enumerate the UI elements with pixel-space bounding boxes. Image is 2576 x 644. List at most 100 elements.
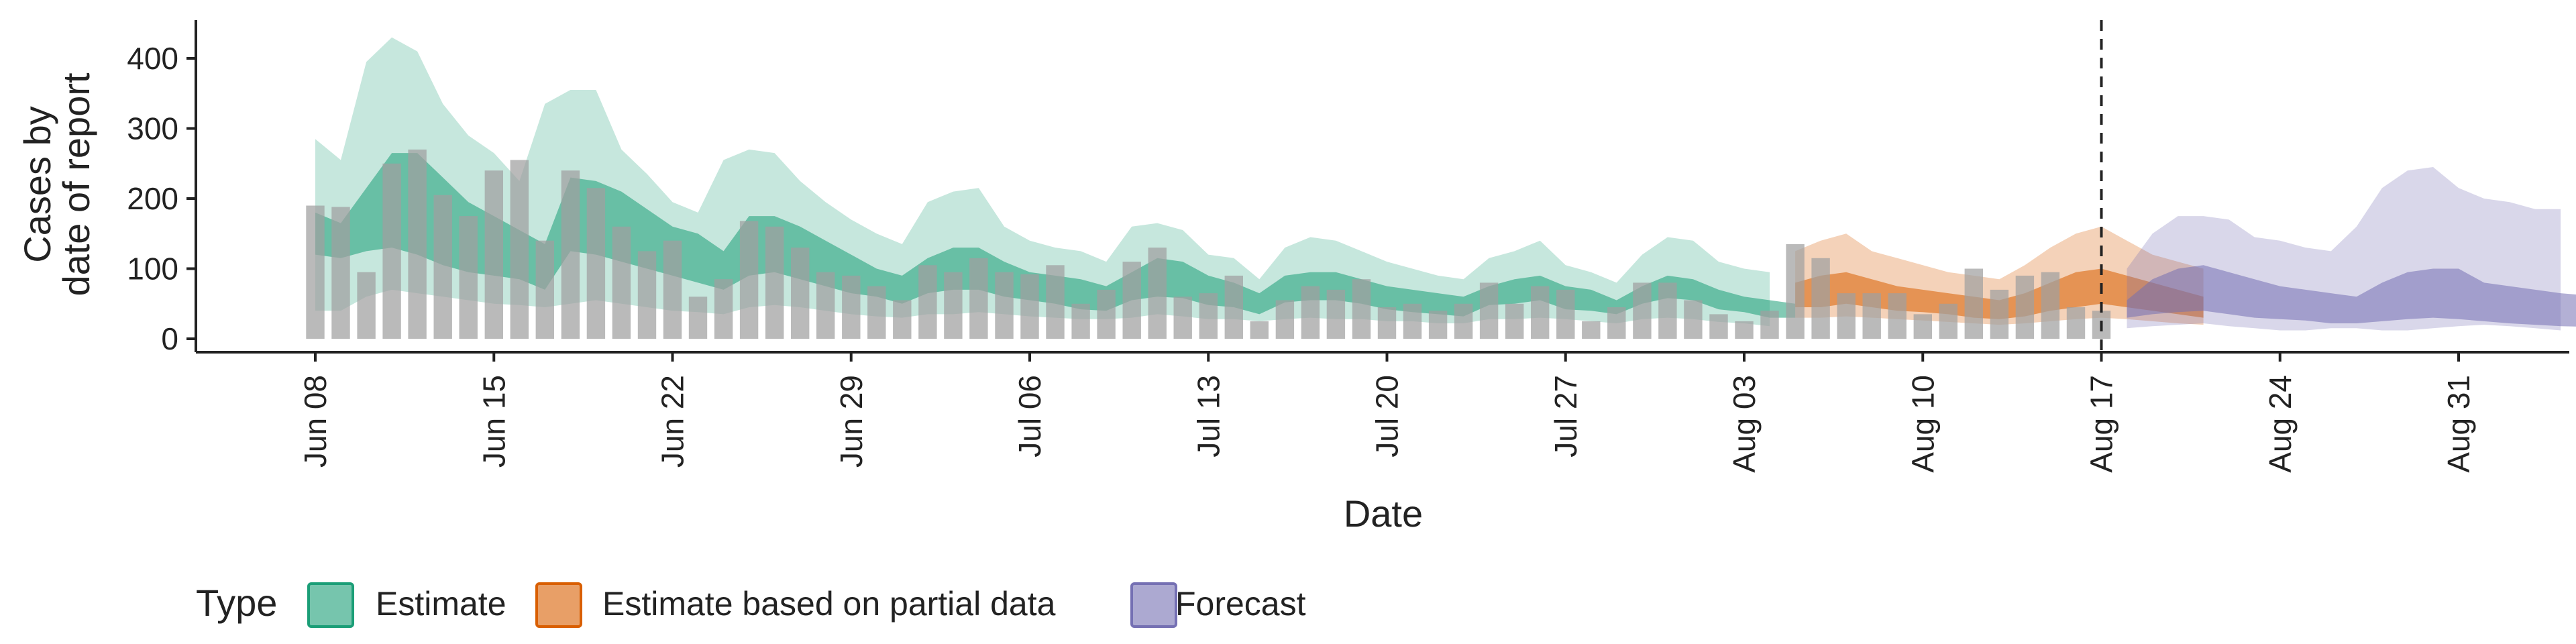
y-axis-title: Cases by date of report bbox=[16, 72, 97, 297]
observed-bar bbox=[1862, 293, 1881, 339]
observed-bar bbox=[408, 149, 427, 339]
x-tick-label: Aug 03 bbox=[1727, 375, 1762, 473]
observed-bar bbox=[1990, 289, 2009, 339]
observed-bar bbox=[1377, 307, 1397, 339]
observed-bar bbox=[433, 195, 452, 339]
observed-bar bbox=[2015, 275, 2035, 339]
x-tick-label: Jul 20 bbox=[1370, 375, 1405, 458]
legend: Type Estimate Estimate based on partial … bbox=[196, 582, 1306, 628]
observed-bar bbox=[1505, 303, 1524, 339]
observed-bar bbox=[1837, 293, 1856, 339]
observed-bar bbox=[1020, 274, 1039, 339]
observed-bar bbox=[1479, 282, 1499, 339]
observed-bar bbox=[867, 286, 886, 339]
y-tick-label: 300 bbox=[127, 111, 178, 146]
observed-bar bbox=[1684, 300, 1703, 339]
legend-label-partial: Estimate based on partial data bbox=[602, 585, 1056, 623]
observed-bar bbox=[2066, 307, 2086, 339]
x-tick-label: Jun 22 bbox=[655, 375, 690, 468]
y-axis-title-line-2: date of report bbox=[55, 72, 97, 297]
x-tick-label: Aug 17 bbox=[2084, 375, 2119, 473]
observed-bar bbox=[842, 275, 861, 339]
legend-key-forecast bbox=[1130, 582, 1177, 628]
x-tick-label: Aug 10 bbox=[1905, 375, 1940, 473]
observed-bar bbox=[586, 188, 606, 339]
y-tick-label: 400 bbox=[127, 41, 178, 76]
observed-bar bbox=[357, 272, 376, 339]
observed-bar bbox=[816, 272, 835, 339]
observed-bar bbox=[1811, 258, 1830, 339]
observed-bar bbox=[1428, 311, 1448, 339]
observed-bar bbox=[1531, 286, 1550, 339]
observed-bar bbox=[459, 216, 478, 339]
legend-label-forecast: Forecast bbox=[1175, 585, 1306, 623]
x-tick-label: Jun 15 bbox=[476, 375, 511, 468]
observed-bar bbox=[688, 297, 708, 339]
forecast-band-50 bbox=[2127, 265, 2576, 327]
x-tick-label: Jul 06 bbox=[1012, 375, 1047, 458]
x-tick-label: Jul 13 bbox=[1191, 375, 1226, 458]
y-tick-label: 200 bbox=[127, 181, 178, 216]
observed-bar bbox=[484, 170, 503, 339]
observed-bar bbox=[1173, 297, 1192, 339]
y-tick-label: 0 bbox=[161, 321, 178, 356]
observed-bar bbox=[612, 226, 631, 339]
x-tick-label: Jun 29 bbox=[834, 375, 869, 468]
x-tick-label: Jun 08 bbox=[298, 375, 333, 468]
observed-bar bbox=[1735, 321, 1754, 339]
estimate-band-50 bbox=[315, 153, 1796, 318]
legend-key-estimate bbox=[307, 582, 354, 628]
observed-bar bbox=[1760, 311, 1779, 339]
observed-bar bbox=[1275, 300, 1295, 339]
observed-bars-layer bbox=[306, 149, 2111, 339]
observed-bar bbox=[1301, 286, 1320, 339]
observed-bar bbox=[382, 163, 401, 339]
observed-bar bbox=[1913, 314, 1932, 339]
observed-bar bbox=[510, 160, 529, 339]
observed-bar bbox=[1607, 307, 1626, 339]
y-axis-title-line-1: Cases by bbox=[16, 106, 58, 262]
observed-bar bbox=[1250, 321, 1269, 339]
observed-bar bbox=[1071, 303, 1090, 339]
observed-bar bbox=[1709, 314, 1728, 339]
observed-bar bbox=[944, 272, 963, 339]
legend-title: Type bbox=[196, 582, 277, 624]
observed-bar bbox=[1224, 275, 1243, 339]
observed-bar bbox=[714, 279, 733, 339]
x-tick-label: Jul 27 bbox=[1548, 375, 1583, 458]
observed-bar bbox=[765, 226, 784, 339]
observed-bar bbox=[1964, 268, 1983, 339]
observed-bar bbox=[1658, 282, 1677, 339]
observed-bar bbox=[1454, 303, 1473, 339]
observed-bar bbox=[306, 205, 325, 339]
observed-bar bbox=[2041, 272, 2060, 339]
observed-bar bbox=[1633, 282, 1652, 339]
x-axis-title: Date bbox=[1344, 492, 1423, 535]
observed-bar bbox=[663, 240, 682, 339]
observed-bar bbox=[995, 272, 1014, 339]
observed-bar bbox=[1786, 244, 1805, 339]
observed-bar bbox=[739, 221, 759, 339]
observed-bar bbox=[1199, 293, 1218, 339]
x-tick-label: Aug 31 bbox=[2441, 375, 2476, 473]
x-tick-label: Aug 24 bbox=[2263, 375, 2298, 473]
observed-bar bbox=[331, 207, 350, 339]
observed-bar bbox=[1097, 289, 1116, 339]
observed-bar bbox=[969, 258, 988, 339]
observed-bar bbox=[1403, 303, 1422, 339]
observed-bar bbox=[1122, 262, 1141, 339]
y-tick-label: 100 bbox=[127, 252, 178, 286]
observed-bar bbox=[791, 248, 810, 339]
legend-key-partial bbox=[535, 582, 582, 628]
legend-label-estimate: Estimate bbox=[376, 585, 506, 623]
observed-bar bbox=[1556, 289, 1575, 339]
observed-bar bbox=[637, 251, 657, 339]
observed-bar bbox=[561, 170, 580, 339]
observed-bar bbox=[1148, 248, 1167, 339]
observed-bar bbox=[918, 265, 937, 339]
observed-bar bbox=[1888, 293, 1907, 339]
observed-bar bbox=[1352, 279, 1371, 339]
observed-bar bbox=[893, 300, 912, 339]
observed-bar bbox=[1939, 303, 1957, 339]
